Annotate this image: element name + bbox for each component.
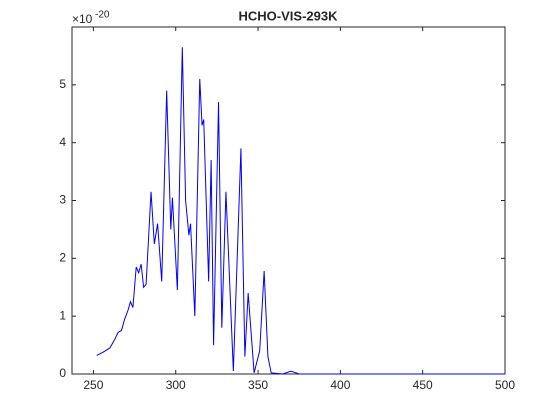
y-tick-label: 5 <box>59 77 66 91</box>
axis-exponent: -20 <box>95 10 110 21</box>
axis-multiplier: ×10 <box>72 12 93 26</box>
y-tick-label: 3 <box>59 193 66 207</box>
x-tick-label: 400 <box>330 378 350 392</box>
x-tick-label: 300 <box>166 378 186 392</box>
y-tick-label: 2 <box>59 251 66 265</box>
y-tick-label: 1 <box>59 308 66 322</box>
axes-box <box>71 26 506 375</box>
y-tick-label: 0 <box>59 366 66 380</box>
data-line <box>96 47 505 375</box>
x-tick-label: 450 <box>413 378 433 392</box>
x-tick-label: 500 <box>495 378 515 392</box>
chart-title: HCHO-VIS-293K <box>239 8 339 23</box>
x-tick-label: 350 <box>248 378 268 392</box>
x-tick-label: 250 <box>83 378 103 392</box>
y-tick-label: 4 <box>59 135 66 149</box>
